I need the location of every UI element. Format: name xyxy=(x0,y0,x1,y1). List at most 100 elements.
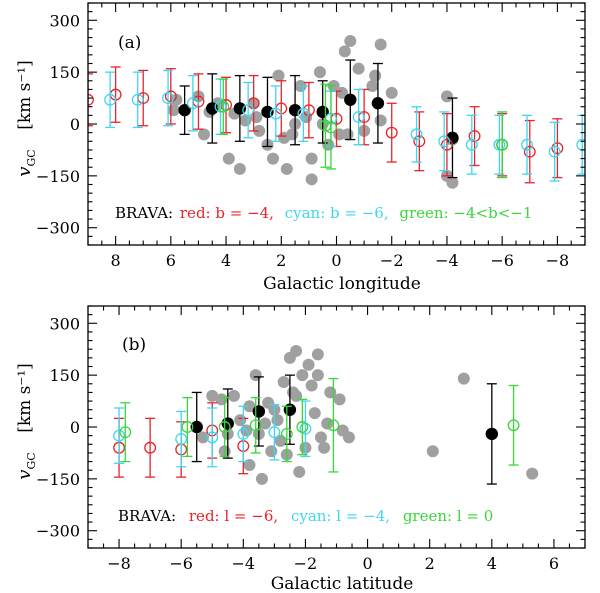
point-brava-b-6-6 xyxy=(269,107,282,120)
xtick-label: −2 xyxy=(380,251,404,270)
xtick-label: 4 xyxy=(487,554,497,573)
point-brava-l-0-3 xyxy=(249,419,262,432)
panel-a-xlabel: Galactic longitude xyxy=(263,274,421,294)
xtick-label: 8 xyxy=(111,251,121,270)
point-brava-b-4-0 xyxy=(88,93,94,106)
ytick-label: 0 xyxy=(70,418,80,437)
xtick-label: 2 xyxy=(276,251,286,270)
point-brava-l-4-3 xyxy=(237,427,250,440)
panel-a-legend-green: green: −4<b<−1 xyxy=(399,204,532,222)
point-gray-37 xyxy=(426,445,439,458)
point-brava-l-0-0 xyxy=(119,426,132,439)
point-brava-b-4-11 xyxy=(385,126,398,139)
xtick-label: −6 xyxy=(169,554,193,573)
point-gray-7 xyxy=(249,369,262,382)
svg-text:vGC: vGC xyxy=(14,149,38,176)
point-gray-21 xyxy=(290,344,303,357)
point-brava-b-6-0 xyxy=(104,93,117,106)
point-gray-16 xyxy=(277,376,290,389)
point-brava-b-6-5 xyxy=(242,104,255,117)
point-gray-31 xyxy=(341,128,354,141)
ytick-label: −300 xyxy=(36,522,80,541)
point-gray-14 xyxy=(271,414,284,427)
panel-a-label: (a) xyxy=(118,33,141,53)
point-gray-3 xyxy=(227,389,240,402)
point-gray-9 xyxy=(239,114,252,127)
point-gray-3 xyxy=(197,128,210,141)
point-gray-39 xyxy=(526,467,539,480)
ytick-label: 300 xyxy=(49,11,80,30)
point-gray-9 xyxy=(255,472,268,485)
point-gray-27 xyxy=(308,407,321,420)
point-gray-30 xyxy=(338,45,351,58)
point-brava-l-4-1 xyxy=(175,433,188,446)
point-gray-35 xyxy=(366,79,379,92)
point-brava-b-6-7 xyxy=(297,107,310,120)
point-gray-17 xyxy=(280,162,293,175)
point-brava-b-6-12 xyxy=(465,138,478,151)
point-brava-b-6-11 xyxy=(438,135,451,148)
point-gray-38 xyxy=(374,38,387,51)
point-gray-22 xyxy=(305,152,318,165)
point-black-4 xyxy=(485,427,499,441)
point-gray-26 xyxy=(305,379,318,392)
point-gray-36 xyxy=(369,69,382,82)
ytick-label: 150 xyxy=(49,63,80,82)
point-gray-37 xyxy=(374,114,387,127)
point-brava-b-4-13 xyxy=(440,138,453,151)
point-brava-b-6-9 xyxy=(352,111,365,124)
point-gray-21 xyxy=(300,111,313,124)
point-black-7 xyxy=(371,97,385,110)
point-black-0 xyxy=(190,420,203,434)
ytick-label: 0 xyxy=(70,115,80,134)
panel-b-marks xyxy=(113,344,539,485)
point-gray-29 xyxy=(314,431,327,444)
point-brava-l-4-0 xyxy=(113,429,126,442)
point-brava-l-0-6 xyxy=(327,419,340,432)
panel-a-legend-red: red: b = −4, xyxy=(180,204,274,222)
point-brava-l-6-1 xyxy=(144,441,157,454)
xtick-label: 0 xyxy=(331,251,341,270)
ytick-label: −150 xyxy=(36,167,80,186)
panel-a-legend: BRAVA: red: b = −4, cyan: b = −6, green:… xyxy=(115,204,532,222)
point-gray-0 xyxy=(206,389,219,402)
xtick-label: 0 xyxy=(362,554,372,573)
xtick-label: −6 xyxy=(490,251,514,270)
point-gray-29 xyxy=(336,86,349,99)
panel-a-legend-cyan: cyan: b = −6, xyxy=(285,204,389,222)
point-black-0 xyxy=(178,103,191,117)
point-brava-b-6-10 xyxy=(410,128,423,141)
point-brava-b-6-13 xyxy=(493,138,506,151)
point-gray-23 xyxy=(296,369,309,382)
panel-a-ylabel: vGC [km s⁻¹] xyxy=(14,60,38,177)
point-brava-l-0-2 xyxy=(218,421,231,433)
panel-b-ylabel: vGC [km s⁻¹] xyxy=(14,363,38,480)
point-gray-1 xyxy=(167,104,180,117)
xtick-label: −8 xyxy=(546,251,570,270)
point-gray-1 xyxy=(215,393,228,406)
point-gray-12 xyxy=(265,445,278,458)
ytick-label: −300 xyxy=(36,219,80,238)
xtick-label: 2 xyxy=(425,554,435,573)
point-gray-30 xyxy=(318,441,331,454)
panel-b-legend-red: red: l = −6, xyxy=(189,507,278,525)
panel-a: (a) Galactic longitude vGC [km s⁻¹] BRAV… xyxy=(14,2,586,294)
xtick-label: −4 xyxy=(232,554,256,573)
svg-text:vGC: vGC xyxy=(14,452,38,479)
point-gray-18 xyxy=(286,128,299,141)
point-gray-10 xyxy=(259,417,272,430)
panel-b-ylabel-sub: GC xyxy=(25,452,38,469)
point-gray-33 xyxy=(333,393,346,406)
panel-b-legend-cyan: cyan: l = −4, xyxy=(291,507,390,525)
point-gray-38 xyxy=(457,372,470,385)
panel-b-ylabel-v: v xyxy=(14,470,35,480)
panel-a-marks xyxy=(88,35,585,189)
panel-b-label: (b) xyxy=(122,335,146,355)
point-gray-35 xyxy=(342,431,355,444)
point-gray-8 xyxy=(233,162,246,175)
xtick-label: −8 xyxy=(107,554,131,573)
point-brava-4-b-1-0 xyxy=(217,100,230,113)
point-brava-b-6-3 xyxy=(186,97,199,110)
ytick-label: −150 xyxy=(36,470,80,489)
point-brava-l-4-2 xyxy=(206,431,219,444)
